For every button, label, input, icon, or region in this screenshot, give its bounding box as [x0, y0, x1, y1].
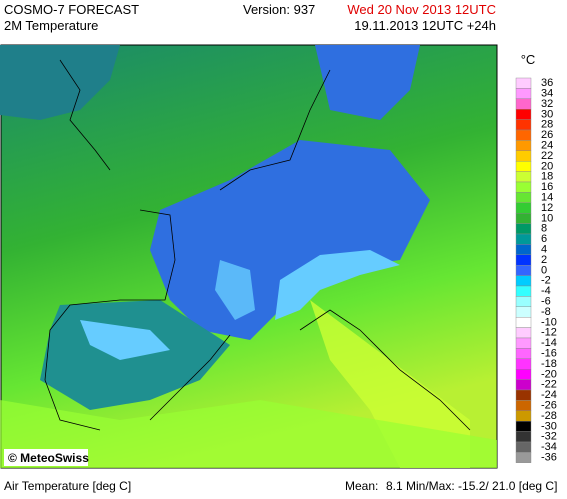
legend-label: -28 [541, 410, 557, 422]
legend-swatch [515, 410, 532, 422]
legend-swatch [515, 150, 532, 162]
legend-label: 12 [541, 202, 553, 214]
legend-label: 30 [541, 108, 553, 120]
legend-swatch [515, 431, 532, 443]
legend-swatch [515, 285, 532, 297]
legend-label: -32 [541, 431, 557, 443]
legend-label: 0 [541, 264, 547, 276]
legend-swatch [515, 421, 532, 432]
legend-swatch [515, 212, 532, 224]
legend-label: -8 [541, 306, 551, 318]
legend-swatch [515, 400, 532, 411]
legend-swatch [515, 389, 532, 401]
legend-swatch [515, 160, 532, 172]
legend-label: 10 [541, 212, 553, 224]
legend-swatch [515, 327, 532, 339]
legend-swatch [515, 181, 532, 193]
legend-label: -2 [541, 275, 551, 287]
legend-swatch [515, 77, 532, 89]
legend-label: -20 [541, 368, 557, 380]
legend-swatch [515, 244, 532, 255]
legend-label: 4 [541, 244, 547, 256]
legend-swatch [515, 317, 532, 328]
legend-swatch [515, 379, 532, 391]
subtitle: 2M Temperature [4, 18, 98, 33]
legend-label: 22 [541, 150, 553, 162]
valid-time: Wed 20 Nov 2013 12UTC [347, 2, 496, 17]
legend-swatch [515, 296, 532, 307]
legend-swatch [515, 275, 532, 287]
legend-label: 36 [541, 77, 553, 89]
footer-stats: 8.1 Min/Max: -15.2/ 21.0 [deg C] [386, 479, 557, 493]
legend-swatch [515, 348, 532, 359]
legend-swatch [515, 98, 532, 110]
footer-mean-label: Mean: [345, 479, 378, 493]
legend-label: 32 [541, 98, 553, 110]
legend-swatch [515, 108, 532, 120]
legend-swatch [515, 369, 532, 380]
map: © MeteoSwiss [0, 44, 498, 469]
run-time: 19.11.2013 12UTC +24h [354, 18, 496, 33]
legend-swatch [515, 233, 532, 245]
legend-label: -26 [541, 400, 557, 412]
legend-label: -24 [541, 389, 557, 401]
legend-label: -16 [541, 348, 557, 360]
legend-label: -34 [541, 441, 557, 453]
legend-label: 26 [541, 129, 553, 141]
legend-label: -18 [541, 358, 557, 370]
version: Version: 937 [243, 2, 315, 17]
legend-label: 18 [541, 171, 553, 183]
legend-label: 14 [541, 192, 553, 204]
legend-swatch [515, 358, 532, 370]
legend-label: -6 [541, 296, 551, 308]
legend-label: -12 [541, 327, 557, 339]
legend-swatch [515, 265, 532, 276]
legend-label: 16 [541, 181, 553, 193]
legend-swatch [515, 452, 532, 463]
legend-label: 28 [541, 119, 553, 131]
credit: © MeteoSwiss [8, 451, 89, 465]
legend-label: 20 [541, 160, 553, 172]
legend-swatch [515, 88, 532, 100]
legend-label: 34 [541, 88, 553, 100]
legend-swatch [515, 223, 532, 235]
legend-swatch [515, 441, 532, 453]
legend-swatch [515, 140, 532, 151]
legend-swatch [515, 337, 532, 349]
legend-label: -10 [541, 316, 557, 328]
legend-label: -22 [541, 379, 557, 391]
legend-label: 8 [541, 223, 547, 235]
legend-label: -4 [541, 285, 551, 297]
legend-label: -14 [541, 337, 557, 349]
legend-swatch [515, 192, 532, 203]
legend-swatch [515, 254, 532, 266]
legend-label: 24 [541, 140, 553, 152]
title: COSMO-7 FORECAST [4, 2, 139, 17]
footer-variable: Air Temperature [deg C] [4, 479, 131, 493]
legend-label: -36 [541, 452, 557, 464]
legend-label: 6 [541, 233, 547, 245]
legend-label: 2 [541, 254, 547, 266]
legend: 363432302826242220181614121086420-2-4-6-… [515, 77, 557, 464]
legend-label: -30 [541, 420, 557, 432]
legend-swatch [515, 202, 532, 214]
legend-swatch [515, 171, 532, 183]
legend-swatch [515, 129, 532, 141]
legend-unit: °C [521, 52, 536, 67]
legend-swatch [515, 119, 532, 131]
legend-swatch [515, 306, 532, 318]
